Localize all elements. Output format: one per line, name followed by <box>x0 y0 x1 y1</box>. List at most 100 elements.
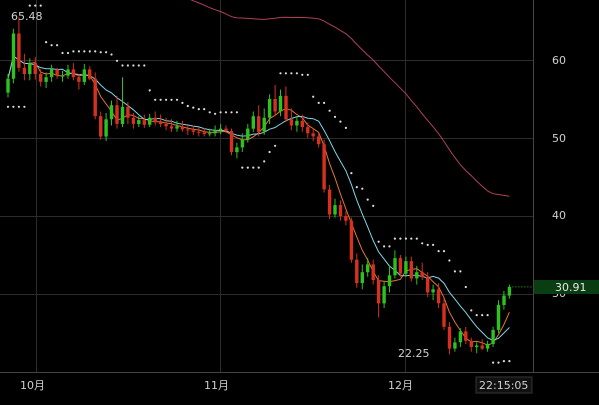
y-tick-label-50: 50 <box>552 132 566 145</box>
candle-body <box>109 105 114 120</box>
sar-dot <box>399 237 402 240</box>
candle-body <box>366 264 370 273</box>
candle-body <box>71 69 76 78</box>
sar-dot <box>464 285 467 289</box>
sar-dot <box>165 98 168 101</box>
candle-body <box>158 122 163 124</box>
candle-body <box>436 289 441 304</box>
candle-body <box>33 63 37 74</box>
candle-body <box>447 326 452 349</box>
candle-body <box>137 120 141 124</box>
candle-body <box>169 126 174 129</box>
candle-body <box>322 144 326 190</box>
sar-dot <box>208 111 211 114</box>
candle-body <box>442 303 446 327</box>
candle-body <box>104 119 108 137</box>
candle-body <box>415 272 419 279</box>
sar-dot <box>312 95 315 98</box>
x-tick-label-dec: 12月 <box>388 379 413 392</box>
candle-body <box>88 69 92 79</box>
candle-body <box>458 331 463 343</box>
sar-dot <box>350 172 353 175</box>
sar-dot <box>241 166 244 169</box>
sar-dot <box>192 106 195 109</box>
sar-dot <box>475 314 478 317</box>
sar-dot <box>39 4 42 7</box>
sar-dot <box>115 59 119 62</box>
candle-body <box>311 133 315 137</box>
sar-dot <box>99 51 102 54</box>
sar-dot <box>442 250 446 253</box>
sar-dot <box>246 166 249 169</box>
candle-body <box>235 147 239 153</box>
high-annotation: 65.48 <box>11 10 43 23</box>
candle-body <box>398 258 403 274</box>
candle-body <box>175 126 179 129</box>
sar-dot <box>410 237 413 240</box>
sar-dot <box>17 105 20 108</box>
sar-dot <box>426 243 429 246</box>
candle-body <box>382 286 386 304</box>
sar-dot <box>110 53 113 56</box>
sar-dot <box>470 309 473 312</box>
sar-dot <box>432 243 435 246</box>
sar-dot <box>34 4 37 7</box>
sar-dot <box>437 250 440 253</box>
sar-dot <box>6 105 10 108</box>
candle-body <box>344 216 348 221</box>
sar-dot <box>372 204 375 207</box>
sar-dot <box>388 245 391 248</box>
candle-body <box>338 205 343 216</box>
sar-dot <box>492 361 495 364</box>
candle-body <box>306 127 310 134</box>
candle-body <box>289 119 294 126</box>
candle-body <box>202 132 206 135</box>
candle-body <box>49 69 54 78</box>
candle-body <box>355 259 359 284</box>
candle-body <box>186 129 190 131</box>
candle-body <box>300 120 304 127</box>
sar-dot <box>355 186 358 189</box>
sar-dot <box>94 50 97 53</box>
candle-body <box>251 116 255 129</box>
x-tick-label-nov: 11月 <box>204 379 229 392</box>
sar-dot <box>323 101 326 104</box>
sar-dot <box>203 108 206 111</box>
candle-body <box>115 105 119 124</box>
candle-body <box>480 345 484 349</box>
sar-dot <box>377 240 380 243</box>
candle-body <box>333 205 337 215</box>
candle-body <box>131 117 136 124</box>
crosshair-time-box <box>475 376 533 394</box>
candle-body <box>409 261 413 279</box>
sar-dot <box>170 98 173 101</box>
sar-dot <box>154 98 157 101</box>
candle-body <box>153 117 157 123</box>
candle-body <box>393 258 397 276</box>
sar-dot <box>344 126 347 129</box>
last-price-badge <box>534 280 599 294</box>
sar-dot <box>126 64 129 67</box>
candle-body <box>284 95 288 120</box>
sar-dot <box>252 166 255 169</box>
candle-body <box>197 131 201 133</box>
candle-body <box>126 106 130 118</box>
candle-body <box>349 220 354 260</box>
sar-dot <box>339 120 342 123</box>
y-tick-label-40: 40 <box>552 209 566 222</box>
sar-dot <box>301 73 304 76</box>
candle-body <box>213 130 217 134</box>
candle-body <box>431 289 435 293</box>
sar-dot <box>56 44 59 47</box>
candle-body <box>376 280 381 304</box>
sar-dot <box>132 64 135 67</box>
candle-body <box>180 126 185 130</box>
candle-body <box>262 117 266 132</box>
sar-dot <box>23 105 26 108</box>
sar-dot <box>197 108 200 111</box>
candle-body <box>77 77 81 82</box>
candle-body <box>360 272 364 284</box>
sar-dot <box>306 73 309 76</box>
candle-body <box>371 264 375 280</box>
